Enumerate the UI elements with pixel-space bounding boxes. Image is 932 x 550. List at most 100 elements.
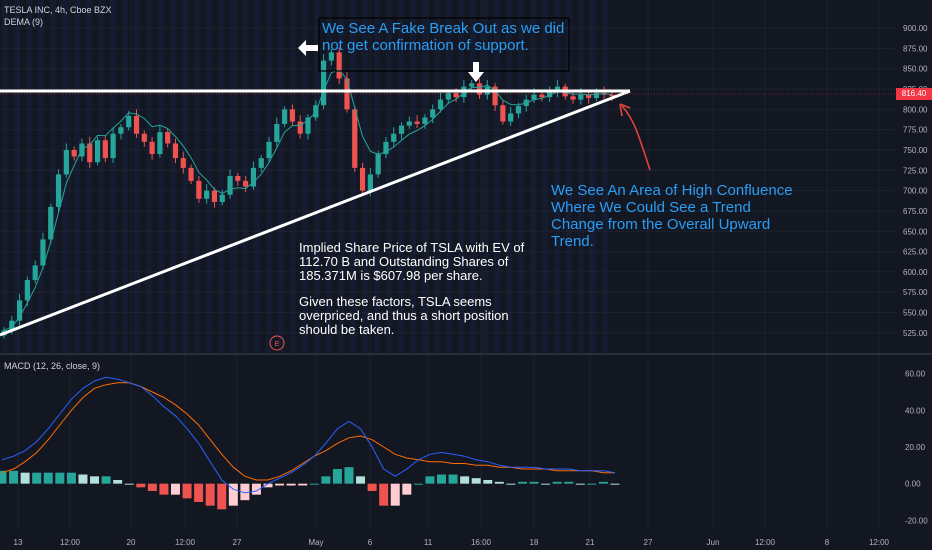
- histogram-bar: [367, 483, 377, 491]
- histogram-bar: [251, 483, 261, 495]
- candle-body: [289, 109, 296, 122]
- price-tick-label: 875.00: [903, 44, 928, 53]
- session-band: [458, 0, 464, 354]
- candle-body: [243, 180, 249, 187]
- histogram-bar: [564, 481, 574, 484]
- session-band: [14, 0, 20, 354]
- histogram-bar: [460, 476, 470, 484]
- time-tick-label: 12:00: [755, 538, 776, 547]
- macd-axis[interactable]: 60.00 40.00 20.00 0.00 -20.00: [905, 370, 928, 526]
- earnings-icon[interactable]: [269, 335, 285, 351]
- macd-tick-label: 60.00: [905, 370, 926, 379]
- session-band: [518, 0, 524, 354]
- candle-body: [258, 158, 264, 168]
- price-tick-label: 900.00: [903, 24, 928, 33]
- candle-body: [55, 174, 62, 207]
- session-band: [398, 0, 404, 354]
- time-axis[interactable]: 13 12:00 20 12:00 27 May 6 11 16:00 18 21 27 Jun 12:0…: [14, 538, 890, 547]
- histogram-bar: [78, 474, 88, 484]
- recommendation-annotation[interactable]: Given these factors, TSLA seems overpric…: [299, 294, 509, 337]
- histogram-bar: [124, 483, 134, 485]
- candle-body: [453, 93, 459, 98]
- session-band: [62, 0, 68, 354]
- price-tick-label: 725.00: [903, 166, 928, 175]
- time-tick-label: 27: [644, 538, 653, 547]
- session-band: [74, 0, 80, 354]
- session-band: [254, 0, 260, 354]
- session-band: [2, 0, 8, 354]
- histogram-bar: [529, 481, 539, 484]
- session-band: [590, 0, 596, 354]
- histogram-bar: [402, 483, 412, 495]
- candle-body: [398, 125, 405, 134]
- histogram-bar: [263, 483, 273, 488]
- candle-body: [609, 94, 615, 97]
- candle-body: [165, 132, 171, 144]
- session-band: [434, 0, 440, 354]
- candle-body: [367, 174, 373, 191]
- histogram-bar: [517, 481, 527, 484]
- candle-body: [430, 109, 436, 118]
- price-tick-label: 775.00: [903, 126, 928, 135]
- candle-body: [40, 239, 46, 266]
- candle-body: [359, 167, 366, 191]
- histogram-bar: [413, 483, 423, 485]
- histogram-bar: [356, 476, 366, 484]
- left-arrow-icon: [298, 40, 318, 56]
- histogram-bar: [598, 481, 608, 484]
- histogram-bar: [182, 483, 192, 499]
- session-band: [242, 0, 248, 354]
- histogram-bar: [575, 483, 585, 485]
- price-tick-label: 800.00: [903, 105, 928, 114]
- histogram-bar: [0, 470, 7, 484]
- time-tick-label: 27: [233, 538, 242, 547]
- time-tick-label: 16:00: [471, 538, 492, 547]
- candle-body: [219, 194, 225, 203]
- candle-body: [500, 105, 506, 122]
- candle-body: [180, 158, 186, 168]
- time-tick-label: 20: [127, 538, 136, 547]
- time-tick-label: May: [308, 538, 323, 547]
- candle-body: [375, 154, 381, 175]
- histogram-bar: [425, 476, 435, 484]
- histogram-bar: [437, 474, 447, 484]
- histogram-bar: [471, 478, 481, 484]
- histogram-bar: [483, 480, 493, 484]
- session-band: [482, 0, 488, 354]
- histogram-bar: [390, 483, 400, 506]
- session-band: [86, 0, 92, 354]
- candle-body: [235, 175, 241, 181]
- macd-line: [1, 376, 616, 494]
- session-band: [578, 0, 584, 354]
- session-band: [338, 0, 344, 354]
- support-trendline[interactable]: [0, 89, 631, 337]
- candle-body: [476, 83, 483, 95]
- histogram-bar: [298, 483, 308, 486]
- trendlines[interactable]: [0, 17, 895, 337]
- session-band: [266, 0, 272, 354]
- histogram-bar: [194, 483, 204, 502]
- session-band: [170, 0, 176, 354]
- session-band: [98, 0, 104, 354]
- price-tick-label: 850.00: [903, 65, 928, 74]
- valuation-annotation[interactable]: Implied Share Price of TSLA with EV of 1…: [299, 240, 525, 283]
- macd-histogram: [0, 467, 620, 510]
- candle-body: [266, 141, 272, 159]
- fake-breakout-annotation[interactable]: We See A Fake Break Out as we did not ge…: [322, 20, 565, 54]
- candle-body: [297, 121, 303, 134]
- histogram-bar: [309, 483, 319, 485]
- annotation-box[interactable]: [318, 17, 570, 72]
- histogram-bar: [159, 483, 169, 495]
- candle-body: [469, 83, 475, 87]
- histogram-bar: [228, 483, 238, 506]
- macd-tick-label: -20.00: [905, 516, 928, 525]
- confluence-annotation[interactable]: We See An Area of High Confluence Where …: [551, 182, 793, 250]
- candle-body: [508, 113, 514, 122]
- session-band: [530, 0, 536, 354]
- symbol-title: TESLA INC, 4h, Cboe BZX: [4, 5, 112, 15]
- candle-body: [437, 99, 444, 110]
- session-band: [290, 0, 296, 354]
- curved-arrow-head-icon: [619, 103, 631, 117]
- histogram-bar: [552, 481, 562, 484]
